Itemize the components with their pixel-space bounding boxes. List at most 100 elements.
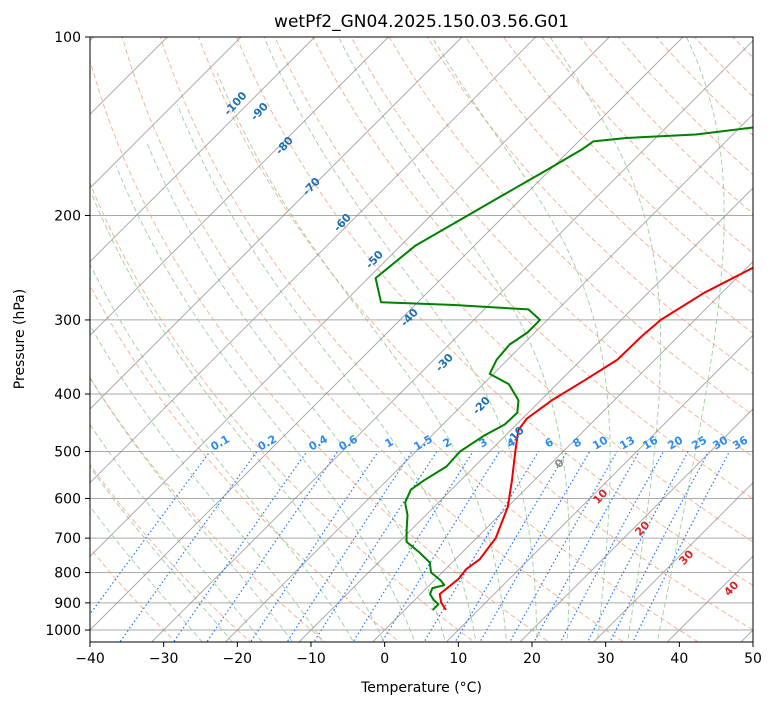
isotherm-label: -50 <box>363 248 386 272</box>
x-tick-label: 10 <box>449 651 467 667</box>
mixing-ratio-label: 16 <box>640 433 660 452</box>
y-tick-label: 400 <box>54 387 81 403</box>
x-tick-label: −30 <box>149 651 179 667</box>
dewpoint-profile-line <box>374 126 753 611</box>
dry-adiabat-line <box>90 547 177 642</box>
dry-adiabat-line <box>90 181 476 642</box>
moist-adiabat-line <box>90 505 203 642</box>
moist-adiabat-line <box>90 466 233 642</box>
moist-adiabat-line <box>216 72 507 642</box>
mixing-ratio-line <box>609 451 710 642</box>
mixing-ratio-line <box>352 451 474 642</box>
moist-adiabat-line <box>145 141 446 642</box>
mixing-ratio-label: 8 <box>571 435 584 450</box>
dry-adiabat-line <box>693 37 753 98</box>
mixing-ratio-line <box>533 451 640 642</box>
dry-adiabat-line <box>159 37 700 642</box>
mixing-ratio-line <box>586 451 689 642</box>
isotherm-label: -70 <box>300 175 323 199</box>
mixing-ratio-label: 10 <box>590 433 610 452</box>
x-tick-label: −40 <box>75 651 105 667</box>
isotherm-label: -20 <box>470 394 493 418</box>
y-tick-label: 800 <box>54 566 81 582</box>
y-tick-label: 900 <box>54 596 81 612</box>
mixing-ratio-label: 30 <box>710 433 730 452</box>
x-axis-label: Temperature (°C) <box>360 680 482 696</box>
isotherm-label: -40 <box>398 306 421 330</box>
moist-adiabat-line <box>176 104 477 642</box>
dry-adiabat-line <box>388 37 753 416</box>
warm-isotherm-label: 40 <box>721 578 741 598</box>
y-tick-label: 600 <box>54 491 81 507</box>
moist-adiabat-line <box>656 37 725 642</box>
moist-adiabat-line <box>91 195 385 642</box>
y-tick-label: 500 <box>54 444 81 460</box>
x-tick-label: −10 <box>296 651 326 667</box>
isotherm-line <box>90 37 611 558</box>
x-tick-label: 30 <box>597 651 615 667</box>
moist-adiabat-line <box>431 37 611 642</box>
x-tick-label: 0 <box>380 651 389 667</box>
warm-isotherm-label: 10 <box>590 486 610 506</box>
mixing-ratio-line <box>632 451 730 642</box>
dry-adiabat-line <box>312 37 753 500</box>
mixing-ratio-label: 0.6 <box>337 432 361 453</box>
dry-adiabat-line <box>465 37 753 334</box>
x-tick-label: 40 <box>670 651 688 667</box>
dry-adiabat-line <box>655 37 753 137</box>
mixing-ratio-line <box>479 451 591 642</box>
moist-adiabat-line <box>115 165 416 642</box>
y-tick-label: 700 <box>54 531 81 547</box>
isotherm-label: -100 <box>221 89 250 118</box>
dry-adiabat-line <box>503 37 753 294</box>
isotherm-line <box>298 187 753 642</box>
moist-adiabat-line <box>90 324 324 642</box>
isotherm-label: -80 <box>273 134 296 158</box>
x-tick-label: 20 <box>523 651 541 667</box>
dry-adiabat-line <box>579 37 753 215</box>
isotherm-line <box>371 260 753 642</box>
mixing-ratio-label: 13 <box>617 434 637 453</box>
dry-adiabat-line <box>758 24 775 655</box>
mixing-ratio-label: 3 <box>477 435 490 450</box>
dry-adiabat-line <box>732 37 753 59</box>
mixing-ratio-label: 0.1 <box>209 432 232 453</box>
y-tick-label: 100 <box>54 30 81 46</box>
dry-adiabat-line <box>90 463 252 642</box>
moist-adiabat-line <box>90 376 294 642</box>
mixing-ratio-label: 2 <box>441 435 454 450</box>
isotherm-line <box>592 481 753 642</box>
mixing-ratio-label: 0.2 <box>256 432 279 453</box>
x-tick-label: −20 <box>223 651 253 667</box>
isotherm-line <box>90 37 316 263</box>
mixing-ratio-line <box>559 451 665 642</box>
mixing-ratio-label: 0.4 <box>307 432 331 453</box>
mixing-ratio-label: 25 <box>689 434 709 453</box>
warm-isotherm-label: 20 <box>632 518 652 538</box>
mixing-ratio-label: 36 <box>730 433 750 452</box>
y-tick-label: 300 <box>54 313 81 329</box>
mixing-ratio-line <box>172 451 308 642</box>
x-tick-label: 50 <box>744 651 762 667</box>
moist-adiabat-line <box>263 37 538 642</box>
isotherm-line <box>445 334 753 642</box>
y-axis-label: Pressure (hPa) <box>12 289 28 389</box>
isotherm-line <box>519 408 753 642</box>
isotherm-line <box>90 37 463 410</box>
isotherm-label: -60 <box>331 211 354 235</box>
plot-frame <box>89 36 754 643</box>
isotherm-line <box>90 37 537 484</box>
dry-adiabat-line <box>90 376 326 642</box>
dry-adiabat-line <box>90 58 550 642</box>
moist-adiabat-line <box>549 37 662 642</box>
warm-isotherm-label: 30 <box>676 547 696 567</box>
mixing-ratio-line <box>381 451 501 642</box>
mixing-ratio-line <box>423 451 540 642</box>
mixing-ratio-label: 1 <box>383 435 396 450</box>
mixing-ratio-line <box>249 451 379 642</box>
moist-adiabat-line <box>338 37 571 642</box>
isotherm-line <box>150 39 753 642</box>
mixing-ratio-line <box>206 451 339 642</box>
isotherm-line <box>90 37 684 631</box>
